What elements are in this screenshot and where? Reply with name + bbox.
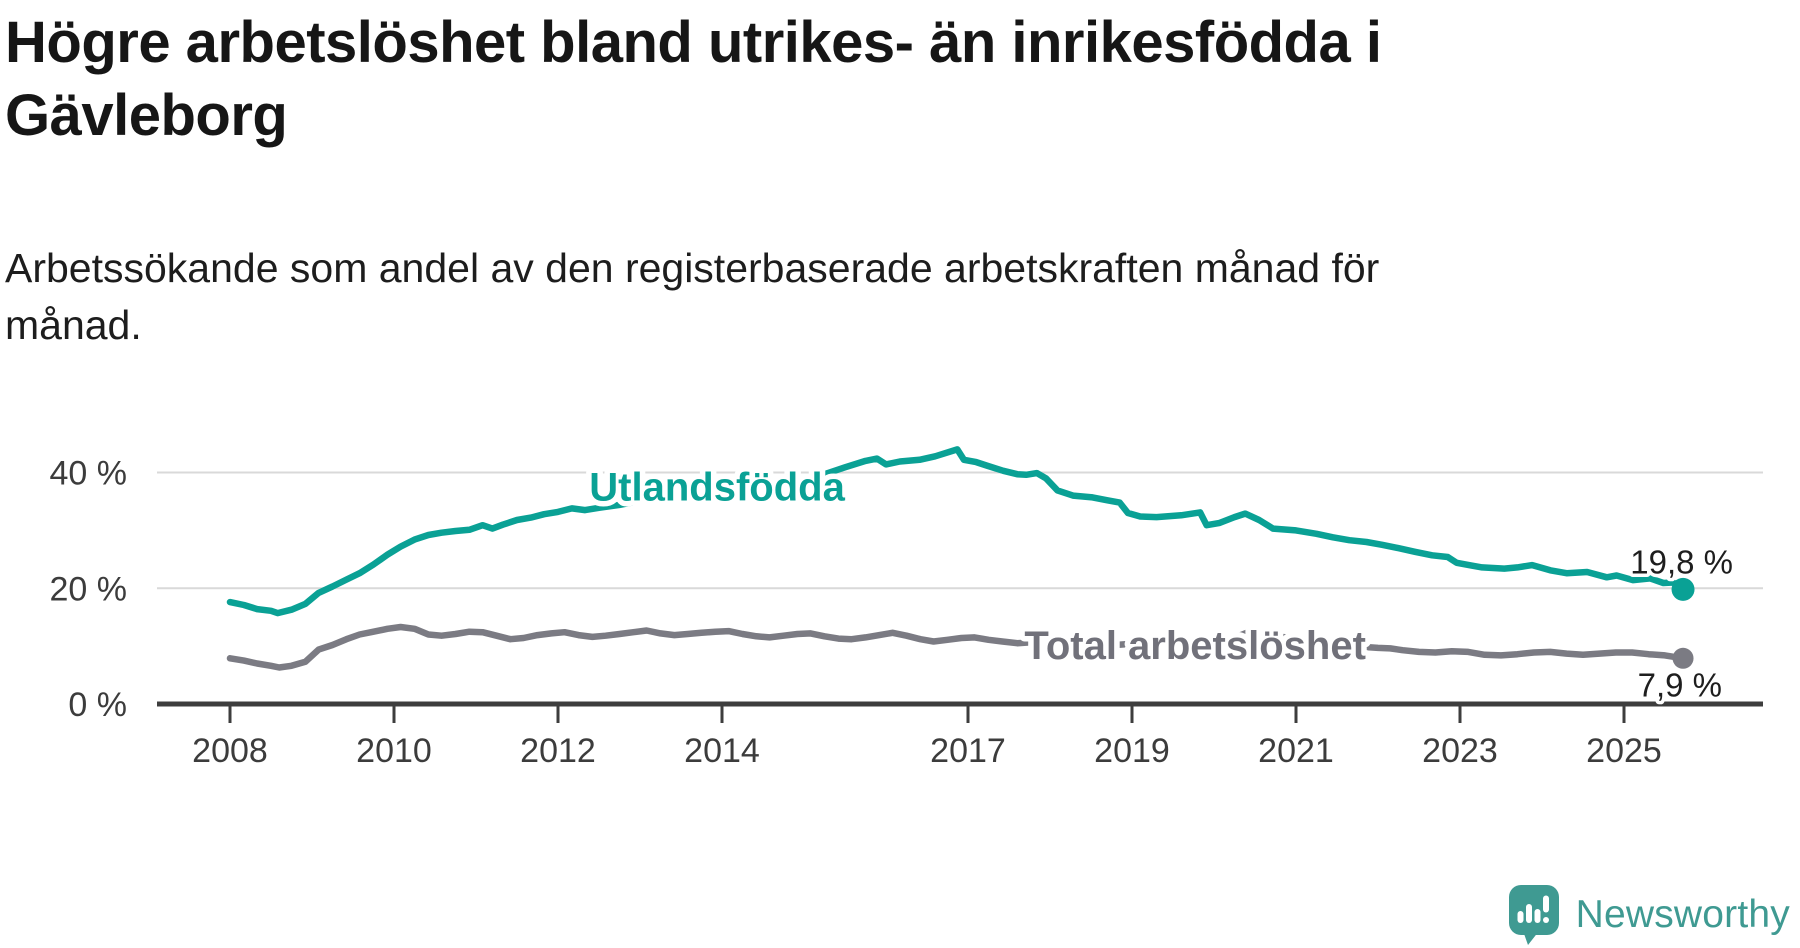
x-axis-label-2023: 2023 (1422, 732, 1498, 770)
y-axis-label-0: 0 % (68, 686, 127, 724)
newsworthy-logo: Newsworthy (1508, 884, 1790, 946)
chart-subtitle-line-1: Arbetssökande som andel av den registerb… (5, 245, 1380, 291)
x-axis-label-2010: 2010 (356, 732, 432, 770)
axis-and-series-labels: 0 % 20 % 40 % Total arbetslöshet 7,9 % Utland… (50, 455, 1737, 725)
total-arbetsloshet-line (226, 623, 1687, 671)
chart-title-line-2: Gävleborg (5, 83, 288, 148)
utlandsfodda-series-label: Utlandsfödda (589, 465, 845, 509)
x-axis-label-2008: 2008 (192, 732, 268, 770)
utlandsfodda-end-value-label: 19,8 % (1630, 543, 1733, 580)
chart-title-line-1: Högre arbetslöshet bland utrikes- än inr… (5, 10, 1382, 75)
x-axis-label-2012: 2012 (520, 732, 596, 770)
chart-subtitle-line-2: månad. (5, 302, 142, 348)
newsworthy-speech-bubble-chart-icon (1508, 884, 1560, 946)
x-axis-label-2017: 2017 (930, 732, 1006, 770)
y-axis-label-40: 40 % (50, 455, 128, 493)
y-axis-label-20: 20 % (50, 570, 128, 608)
gridlines (157, 471, 1763, 590)
series-lines (226, 446, 1695, 671)
newsworthy-logo-text: Newsworthy (1575, 893, 1790, 936)
x-axis-ticks: 2008 2010 2012 2014 2017 2019 2021 2023 2025 (192, 706, 1662, 770)
chart-subtitle: Arbetssökande som andel av den registerb… (5, 240, 1705, 354)
total-arbetsloshet-end-value-label: 7,9 % (1638, 666, 1722, 703)
x-axis-label-2025: 2025 (1586, 732, 1662, 770)
x-axis-label-2021: 2021 (1258, 732, 1334, 770)
x-axis-label-2019: 2019 (1094, 732, 1170, 770)
utlandsfodda-line (226, 446, 1687, 617)
utlandsfodda-end-dot (1671, 577, 1695, 601)
total-arbetsloshet-series-label: Total arbetslöshet (1024, 624, 1366, 668)
chart-title: Högre arbetslöshet bland utrikes- än inr… (5, 6, 1705, 152)
total-arbetsloshet-end-dot (1672, 647, 1694, 669)
x-axis-label-2014: 2014 (684, 732, 760, 770)
